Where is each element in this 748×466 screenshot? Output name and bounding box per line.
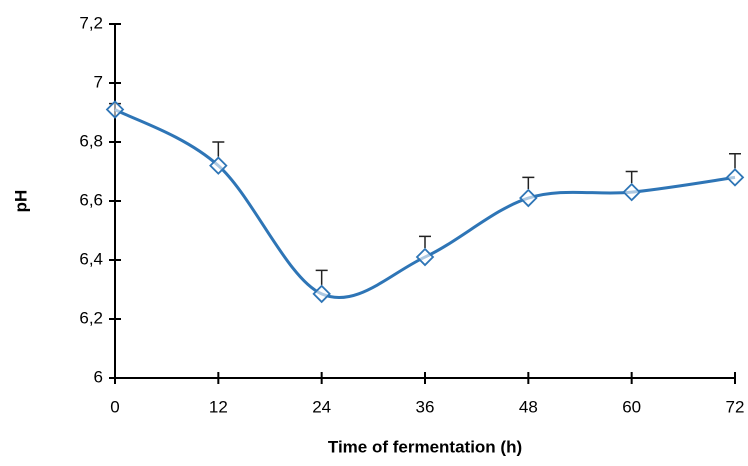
x-tick-label: 0 [110,397,119,416]
data-line [114,108,736,300]
x-tick-label: 12 [209,397,228,416]
y-tick-label: 6,4 [79,249,103,268]
marker [622,182,641,202]
y-tick-label: 6 [94,367,103,386]
x-tick-label: 60 [622,397,641,416]
y-tick-label: 6,6 [79,190,103,209]
error-bar [522,176,535,190]
x-axis-label: Time of fermentation (h) [328,437,522,456]
marker [519,188,538,208]
y-tick-label: 7 [94,72,103,91]
y-tick-label: 6,8 [79,131,103,150]
error-bar [625,170,638,184]
marker [725,168,745,187]
y-axis-label: pH [11,190,30,213]
x-tick-label: 72 [726,397,745,416]
marker [415,247,435,267]
marker [209,156,228,175]
error-bar [212,141,225,157]
x-tick-label: 36 [416,397,435,416]
error-bar [419,235,431,249]
x-tick-label: 24 [312,397,331,416]
y-tick-label: 6,2 [79,308,103,327]
x-tick-label: 48 [519,397,538,416]
marker [105,100,125,119]
marker [312,284,331,304]
error-bar [729,153,741,169]
y-tick-label: 7,2 [79,13,103,32]
error-bar [315,269,328,285]
